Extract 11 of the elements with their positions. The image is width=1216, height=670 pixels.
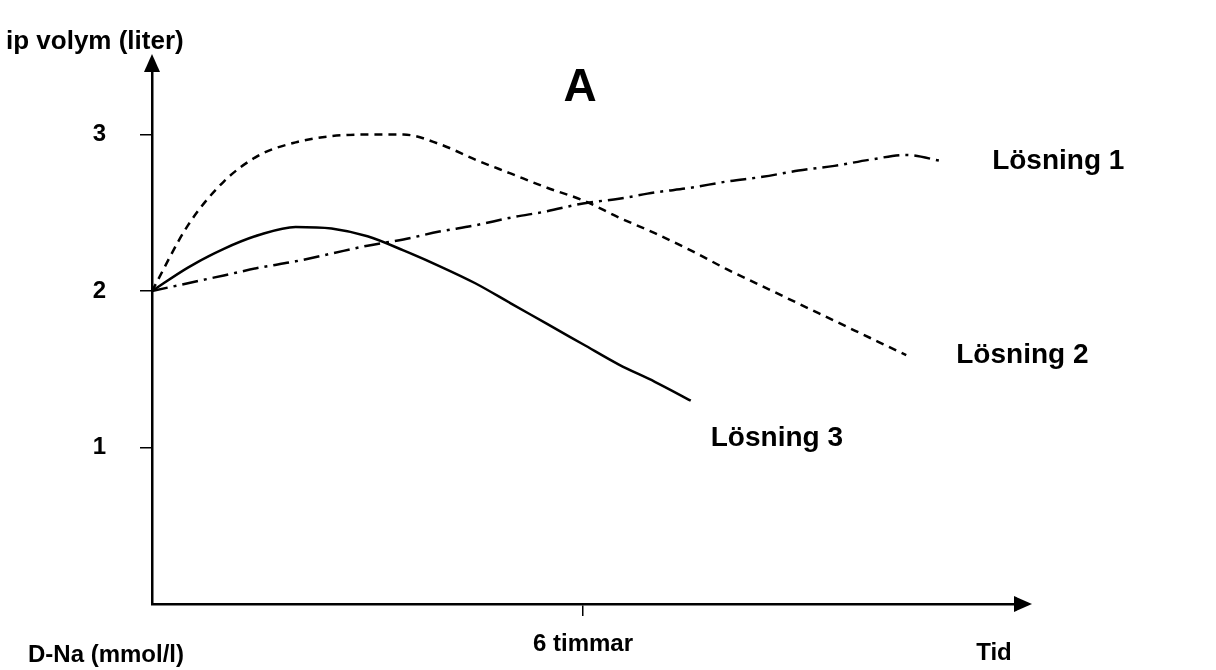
x-axis-title: Tid: [976, 637, 1012, 665]
series-label: Lösning 3: [710, 421, 843, 453]
y-tick-label: 1: [92, 432, 106, 460]
series-label: Lösning 2: [956, 337, 1089, 369]
x-tick-label: 6 timmar: [532, 629, 634, 657]
text: D-Na (mmol/l): [28, 639, 184, 667]
y-tick-label: 2: [92, 275, 106, 303]
series-label: Lösning 1: [992, 143, 1125, 175]
y-axis-title: ip volym (liter): [6, 25, 184, 56]
y-tick-label: 3: [92, 119, 106, 147]
chart-title: A: [563, 58, 597, 111]
